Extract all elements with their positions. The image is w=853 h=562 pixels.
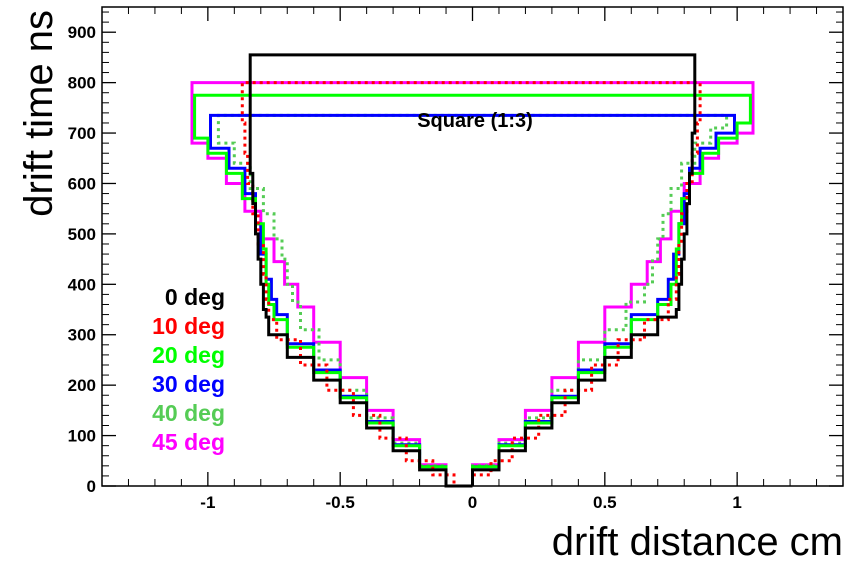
legend: 0 deg 10 deg 20 deg 30 deg 40 deg 45 deg [152,284,225,455]
series-line-30-deg [209,113,736,488]
y-tick-label: 500 [68,225,96,244]
axes-layer: -1 -0.5 0 0.5 1 0 100 200 300 400 500 600 700 800 900 [68,7,844,512]
y-tick-label: 100 [68,427,96,446]
series-line-40-deg [216,113,729,488]
legend-entry-20-deg: 20 deg [152,342,225,368]
legend-entry-30-deg: 30 deg [152,371,225,397]
legend-entry-0-deg: 0 deg [165,284,225,310]
y-tick-label: 700 [68,124,96,143]
legend-entry-10-deg: 10 deg [152,313,225,339]
x-axis-title: drift distance cm [552,520,843,562]
y-tick-label: 900 [68,23,96,42]
x-tick-label: 1 [732,493,741,512]
y-tick-label: 800 [68,74,96,93]
series-line-0-deg [248,53,697,488]
chart-annotation: Square (1:3) [417,110,533,132]
x-tick-label: 0.5 [593,493,617,512]
y-tick-label: 300 [68,326,96,345]
series-layer [190,53,755,488]
x-tick-label: -1 [200,493,215,512]
y-axis-title: drift time ns [17,10,61,217]
x-tick-label: -0.5 [326,493,355,512]
x-tick-label: 0 [468,493,477,512]
y-tick-label: 0 [87,477,96,496]
y-tick-label: 200 [68,376,96,395]
legend-entry-40-deg: 40 deg [152,400,225,426]
y-tick-label: 400 [68,275,96,294]
y-tick-label: 600 [68,174,96,193]
series-line-10-deg [240,81,702,488]
legend-entry-45-deg: 45 deg [152,429,225,455]
